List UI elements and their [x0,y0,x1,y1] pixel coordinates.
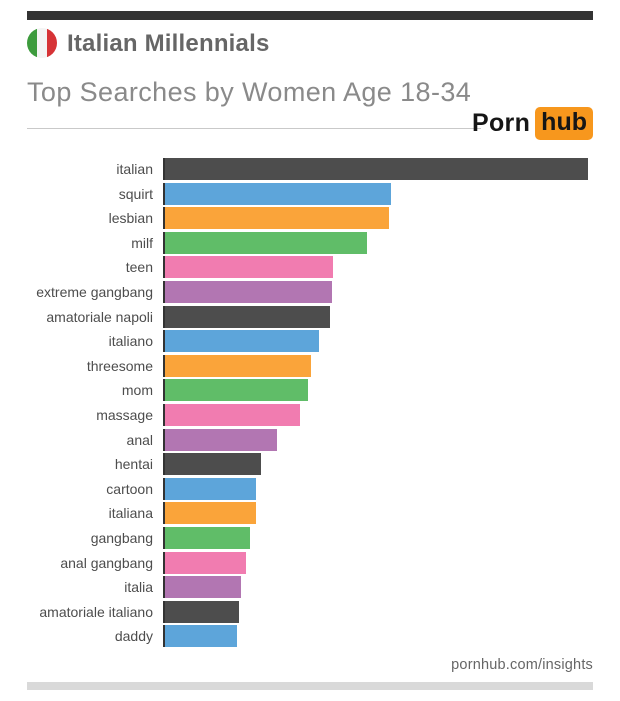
bar [165,207,389,230]
chart-row: gangbang [27,526,593,549]
bar-label: teen [125,259,153,276]
bar-track [163,207,593,230]
bar [165,526,251,549]
bar-track [163,625,593,648]
chart-row: squirt [27,182,593,205]
bar-track [163,428,593,451]
bar-track [163,403,593,426]
bar [165,625,238,648]
bar-track [163,379,593,402]
bar-track [163,551,593,574]
bar-label: italiano [108,333,153,350]
footer-site-url: pornhub.com/insights [451,657,593,673]
bar-label: massage [96,406,153,423]
logo-text-hub: hub [535,106,593,140]
bar [165,231,367,254]
bar [165,502,256,525]
bar-label: mom [121,382,153,399]
bar-label: milf [131,234,153,251]
bar-label: italian [116,161,153,177]
bar-track [163,576,593,599]
bar-label: anal [126,431,153,448]
bar-label: amatoriale napoli [46,308,153,325]
bar-label: hentai [114,456,153,473]
flag-red-stripe [47,28,57,58]
bar [165,600,240,623]
chart-row: teen [27,256,593,279]
bar-label: cartoon [106,480,153,497]
pornhub-logo: Porn hub [472,106,593,140]
chart-row: mom [27,379,593,402]
bar [165,354,311,377]
chart-row: cartoon [27,477,593,500]
chart-row: italian [27,158,593,180]
bar-label: anal gangbang [60,554,153,571]
bar [165,256,333,279]
chart-row: italiana [27,502,593,525]
chart-row: lesbian [27,207,593,230]
chart-row: italia [27,576,593,599]
chart-row: amatoriale napoli [27,305,593,328]
chart-rows: italian squirt lesbian milf teen extreme… [27,158,593,650]
chart-row: threesome [27,354,593,377]
bar-track [163,502,593,525]
bar-label: squirt [118,185,153,202]
chart-row: massage [27,403,593,426]
bar-label: daddy [114,628,153,645]
bar [165,280,332,303]
bar [165,428,278,451]
bar-track [163,305,593,328]
bar-label: threesome [86,357,153,374]
bar-label: extreme gangbang [36,283,153,300]
logo-text-porn: Porn [472,108,531,137]
bar-track [163,280,593,303]
bar-track [163,526,593,549]
chart-row: italiano [27,330,593,353]
bar-chart: italian squirt lesbian milf teen extreme… [27,158,593,650]
bar-track [163,354,593,377]
chart-row: amatoriale italiano [27,600,593,623]
bar [165,182,391,205]
chart-row: daddy [27,625,593,648]
bottom-accent-bar [27,682,593,690]
chart-row: extreme gangbang [27,280,593,303]
bar-track [163,158,593,180]
bar-label: italia [124,579,153,596]
bar [165,477,257,500]
bar [165,551,246,574]
bar [165,305,331,328]
top-accent-bar [27,11,593,20]
bar [165,379,308,402]
bar-track [163,256,593,279]
bar-label: amatoriale italiano [39,603,153,620]
bar [165,453,262,476]
bar-label: italiana [108,505,153,522]
bar [165,403,300,426]
chart-row: anal gangbang [27,551,593,574]
bar-track [163,182,593,205]
chart-row: milf [27,231,593,254]
bar [165,576,241,599]
bar-track [163,477,593,500]
bar-track [163,330,593,353]
bar-label: gangbang [90,529,153,546]
italy-flag-icon [27,28,57,58]
chart-row: anal [27,428,593,451]
bar-track [163,453,593,476]
flag-white-stripe [37,28,47,58]
page-title: Italian Millennials [67,30,270,57]
bar-label: lesbian [108,210,153,227]
bar [165,158,588,180]
chart-row: hentai [27,453,593,476]
flag-green-stripe [27,28,37,58]
chart-title: Top Searches by Women Age 18-34 [27,77,472,107]
bar [165,330,319,353]
header-divider [27,128,481,129]
bar-track [163,600,593,623]
bar-track [163,231,593,254]
